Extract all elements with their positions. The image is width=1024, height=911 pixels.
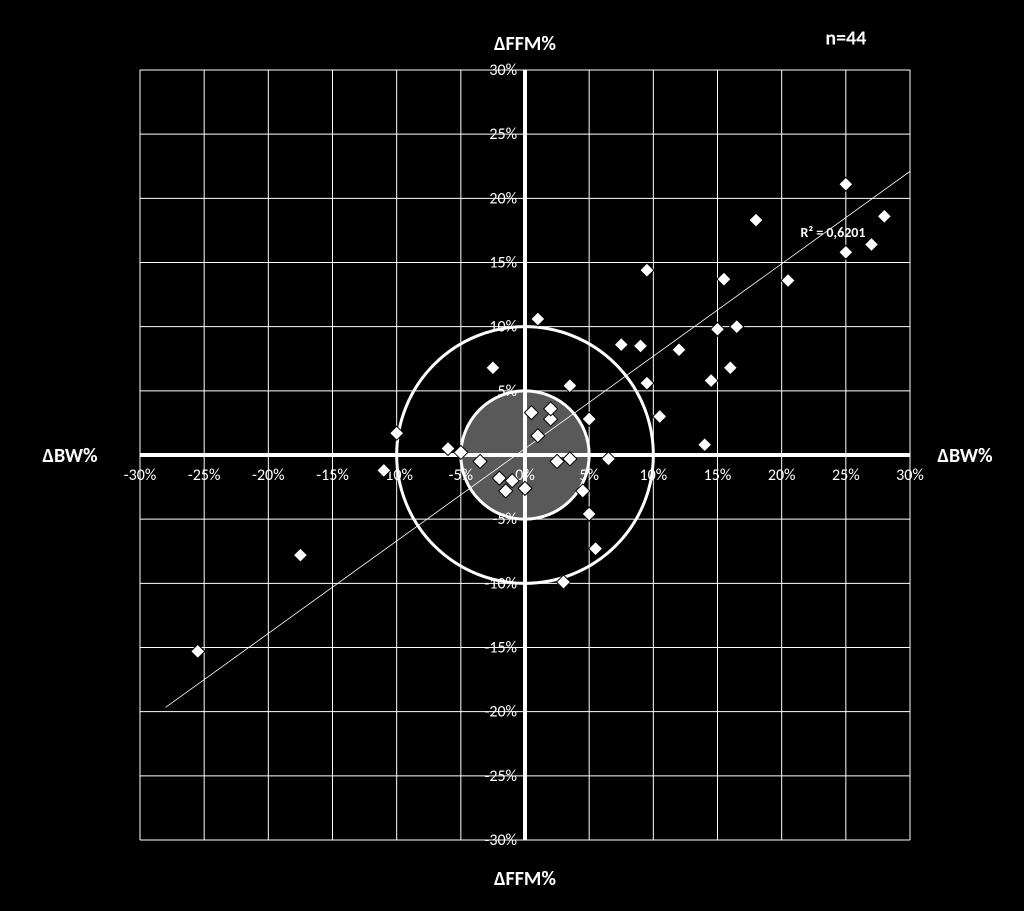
y-tick-label: 25% — [489, 125, 517, 144]
x-tick-label: 20% — [768, 466, 796, 485]
x-axis-label-right: ΔBW% — [937, 444, 993, 468]
y-tick-label: 5% — [497, 382, 517, 401]
y-tick-label: -10% — [484, 574, 517, 593]
y-tick-label: -5% — [493, 510, 517, 529]
y-axis-label-bottom: ΔFFM% — [494, 867, 556, 891]
x-tick-label: -15% — [316, 466, 349, 485]
x-tick-label: 25% — [832, 466, 860, 485]
x-tick-label: -20% — [252, 466, 285, 485]
r2-annotation: R² = 0,6201 — [800, 224, 865, 241]
y-tick-label: 20% — [489, 189, 517, 208]
x-tick-label: 30% — [896, 466, 924, 485]
x-axis-label-left: ΔBW% — [42, 444, 98, 468]
y-axis-label-top: ΔFFM% — [494, 32, 556, 56]
y-tick-label: 15% — [489, 254, 517, 273]
x-tick-label: -5% — [449, 466, 473, 485]
y-tick-label: -20% — [484, 703, 517, 722]
y-tick-label: 10% — [489, 318, 517, 337]
x-tick-label: 15% — [704, 466, 732, 485]
y-tick-label: -25% — [484, 767, 517, 786]
scatter-chart: -30%-25%-20%-15%-10%-5%0%5%10%15%20%25%3… — [0, 0, 1024, 911]
y-tick-label: -15% — [484, 639, 517, 658]
x-tick-label: -30% — [124, 466, 157, 485]
x-tick-label: 10% — [640, 466, 668, 485]
n-annotation: n=44 — [825, 26, 866, 50]
x-tick-label: 5% — [579, 466, 599, 485]
x-tick-label: -25% — [188, 466, 221, 485]
y-tick-label: -30% — [484, 831, 517, 850]
y-tick-label: 30% — [489, 61, 517, 80]
